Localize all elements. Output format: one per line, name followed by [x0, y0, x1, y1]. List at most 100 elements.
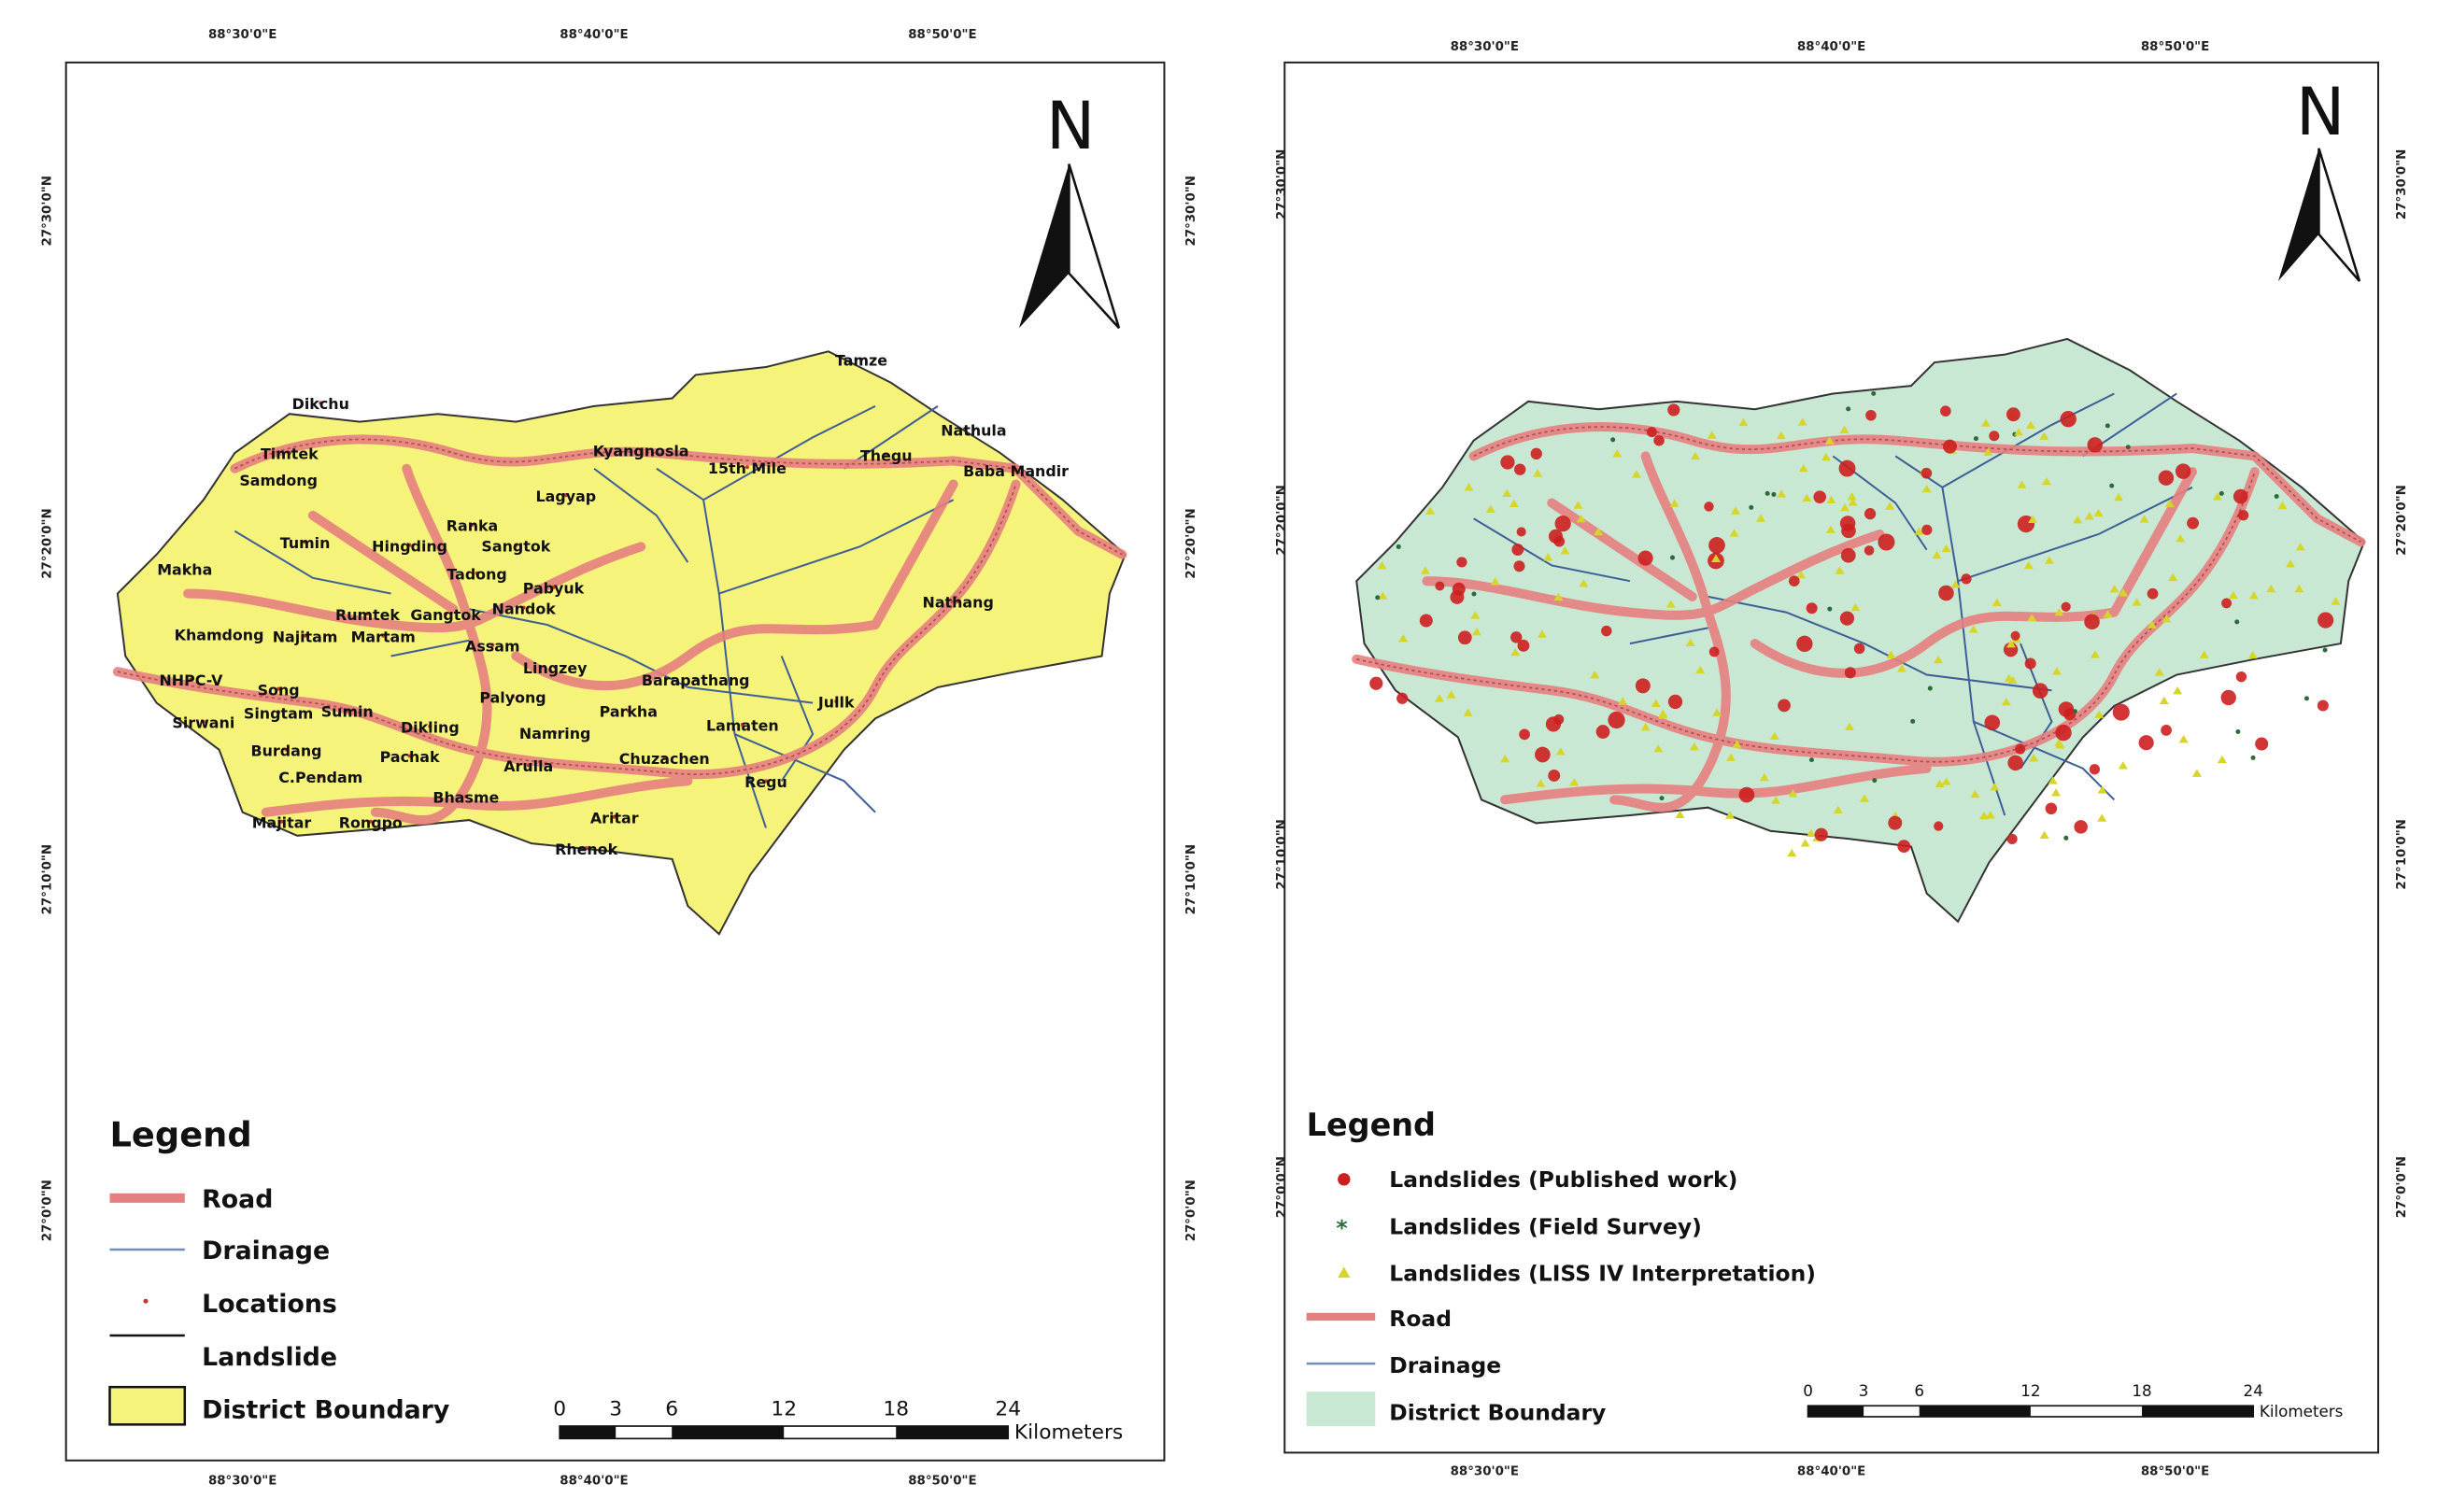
landslide-point — [1435, 581, 1445, 591]
landslide-point — [2118, 761, 2128, 770]
landslide-point — [2114, 492, 2124, 502]
landslide-point — [2039, 830, 2049, 840]
coordinate-label: 27°30'0"N — [1275, 149, 1289, 219]
landslide-point — [2212, 492, 2222, 501]
place-label: Rhenok — [555, 841, 618, 858]
scale-segment — [2142, 1406, 2254, 1417]
legend-symbol — [1306, 1392, 1376, 1427]
scale-tick-label: 3 — [1859, 1381, 1869, 1400]
scale-segment — [896, 1426, 1009, 1439]
legend-symbol — [1338, 1173, 1351, 1186]
landslide-point — [1425, 506, 1436, 515]
landslide-point — [1533, 469, 1543, 477]
legend-label: Landslides (Published work) — [1389, 1166, 1737, 1193]
location-point — [276, 710, 281, 714]
landslide-point — [1927, 685, 1933, 691]
landslide-point — [1530, 447, 1542, 460]
north-arrow — [1018, 163, 1070, 329]
coordinate-label: 27°20'0"N — [1275, 485, 1289, 555]
landslide-point — [1878, 533, 1895, 551]
landslide-point — [1853, 643, 1865, 655]
location-point — [858, 357, 863, 361]
scale-tick-label: 6 — [1914, 1381, 1924, 1400]
landslide-point — [1970, 789, 1980, 798]
coordinate-label: 27°10'0"N — [1275, 819, 1289, 889]
landslide-point — [2218, 490, 2224, 496]
landslide-point — [2109, 584, 2119, 593]
place-labels: Dikchu Timtek Samdong Tumin Makha Khamdong Naj… — [157, 351, 1069, 857]
place-label: Hingding — [372, 537, 447, 555]
landslide-point — [2164, 499, 2175, 508]
landslide-point — [1537, 629, 1547, 638]
location-point — [626, 708, 631, 714]
coordinate-label: 88°40'0"E — [1797, 40, 1865, 54]
landslide-point — [1517, 639, 1530, 652]
scale-unit: Kilometers — [1014, 1420, 1123, 1444]
landslide-point — [2074, 820, 2088, 834]
scale-segment — [560, 1426, 617, 1439]
coordinate-label: 27°10'0"N — [2395, 819, 2409, 889]
location-point — [319, 401, 323, 405]
landslide-point — [2295, 543, 2305, 551]
landslide-point — [1796, 570, 1807, 579]
landslide-point — [1470, 611, 1481, 619]
scale-tick-label: 0 — [553, 1397, 566, 1420]
landslide-point — [1378, 591, 1388, 600]
landslide-point — [1590, 671, 1600, 679]
landslide-point — [2178, 734, 2189, 743]
landslide-point — [2028, 515, 2038, 524]
coordinate-label: 27°0'0"N — [41, 1180, 55, 1241]
landslide-point — [1990, 782, 2000, 791]
landslide-point — [1651, 699, 1661, 707]
landslide-point — [2014, 428, 2024, 436]
landslide-point — [2061, 601, 2071, 612]
landslide-point — [2158, 470, 2175, 486]
landslide-point — [1594, 527, 1604, 536]
landslide-point — [1612, 449, 1623, 458]
landslide-point — [1685, 638, 1695, 646]
landslide-point — [2103, 610, 2113, 618]
landslide-point — [1695, 665, 1706, 674]
landslide-point — [1778, 699, 1791, 713]
landslide-point — [2023, 560, 2034, 570]
north-label: N — [2296, 74, 2346, 150]
landslide-point — [2006, 407, 2020, 422]
landslide-point — [1871, 390, 1877, 396]
place-label: Lagyap — [536, 488, 597, 505]
landslide-point — [2025, 420, 2035, 429]
place-label: Najitam — [273, 628, 338, 645]
landslide-point — [1833, 805, 1843, 813]
legend-label: Drainage — [1389, 1352, 1501, 1378]
place-label: Arulla — [503, 757, 553, 775]
landslide-point — [1516, 527, 1526, 537]
coordinate-label: 88°30'0"E — [1451, 1465, 1519, 1479]
place-label: Tamze — [835, 351, 887, 369]
landslide-point — [1777, 489, 1787, 498]
landslide-point — [1934, 821, 1944, 831]
place-label: Palyong — [479, 689, 546, 707]
map-frame — [64, 61, 1166, 1462]
landslide-point — [1536, 779, 1546, 787]
location-point — [381, 633, 386, 638]
place-label: Rongpo — [339, 813, 403, 831]
location-point — [971, 427, 976, 431]
place-label: Nathula — [941, 422, 1006, 440]
legend-label: Locations — [202, 1290, 337, 1319]
place-label: Rumtek — [335, 606, 400, 624]
landslide-point — [1983, 447, 1993, 457]
landslide-point — [1573, 501, 1583, 509]
coordinate-label: 27°0'0"N — [1184, 1180, 1198, 1241]
landslide-point — [1759, 772, 1769, 782]
landslide-point — [1813, 490, 1826, 503]
landslide-point — [1738, 417, 1749, 427]
location-point — [639, 447, 644, 452]
place-label: 15th Mile — [708, 459, 787, 477]
landslide-point — [1840, 547, 1856, 563]
place-label: Regu — [744, 773, 787, 791]
legend-label: Landslides (LISS IV Interpretation) — [1389, 1260, 1816, 1286]
location-point — [584, 846, 588, 851]
landslide-point — [2072, 709, 2077, 714]
location-point — [612, 814, 617, 819]
landslide-point — [2054, 608, 2064, 616]
landslide-point — [1553, 535, 1566, 547]
